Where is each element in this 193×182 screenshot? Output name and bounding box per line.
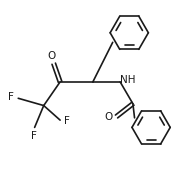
Text: F: F (31, 131, 37, 141)
Text: O: O (47, 51, 55, 61)
Text: F: F (64, 116, 70, 126)
Text: F: F (8, 92, 14, 102)
Text: NH: NH (120, 76, 135, 85)
Text: O: O (105, 112, 113, 122)
